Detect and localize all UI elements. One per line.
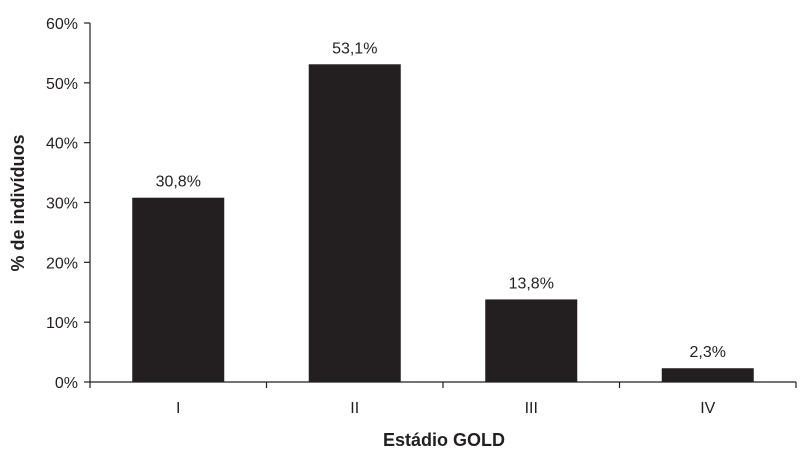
y-axis: 0% 10% 20% 30% 40% 50% 60%	[46, 16, 91, 392]
x-tick-label: IV	[700, 400, 715, 417]
x-tick-label: III	[525, 400, 538, 417]
y-tick-label: 30%	[46, 196, 78, 213]
x-tick-label: I	[176, 400, 180, 417]
x-tick-label: II	[350, 400, 359, 417]
x-axis: I II III IV	[89, 381, 797, 417]
data-label: 2,3%	[690, 344, 726, 361]
y-tick-label: 40%	[46, 136, 78, 153]
x-axis-title: Estádio GOLD	[383, 430, 505, 450]
bar	[132, 197, 225, 382]
data-label: 53,1%	[332, 40, 377, 57]
y-tick-label: 60%	[46, 16, 78, 33]
y-tick-label: 10%	[46, 315, 78, 332]
y-tick-label: 50%	[46, 76, 78, 93]
y-tick-label: 0%	[55, 375, 78, 392]
data-label: 30,8%	[156, 174, 201, 191]
data-label: 13,8%	[509, 275, 554, 292]
bar	[308, 64, 401, 382]
bars	[132, 64, 754, 382]
data-labels: 30,8% 53,1% 13,8% 2,3%	[156, 40, 726, 361]
y-axis-title: % de indivíduos	[8, 134, 28, 271]
bar	[485, 299, 578, 382]
y-tick-label: 20%	[46, 255, 78, 272]
bar	[661, 368, 754, 382]
